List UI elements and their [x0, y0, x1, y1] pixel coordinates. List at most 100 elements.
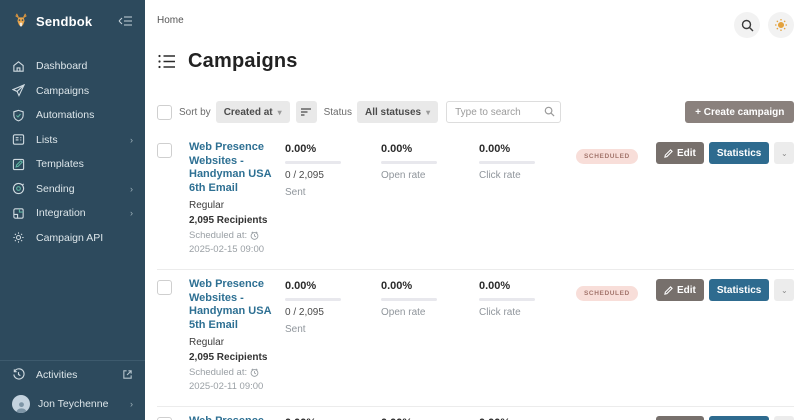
- edit-label: Edit: [677, 284, 696, 296]
- sidebar-divider: [0, 360, 145, 361]
- open-percent: 0.00%: [381, 280, 413, 292]
- search-icon: [544, 106, 555, 117]
- campaign-list: Web Presence Websites - Handyman USA 6th…: [157, 133, 795, 420]
- sidebar-item-label: Campaigns: [36, 84, 90, 97]
- logo-text: Sendbok: [36, 13, 93, 29]
- api-gear-icon: [13, 232, 24, 243]
- campaign-title-link[interactable]: Web Presence Websites - Handyman USA 6th…: [189, 141, 272, 194]
- scheduled-label: Scheduled at:: [189, 230, 248, 241]
- sidebar-item-label: Automations: [36, 109, 95, 122]
- sidebar-item-activities[interactable]: Activities: [0, 361, 145, 388]
- sidebar-item-label: Campaign API: [36, 231, 104, 244]
- search-button[interactable]: [734, 12, 761, 38]
- topbar: Home: [157, 0, 795, 38]
- more-actions-button[interactable]: ⌄: [774, 142, 795, 164]
- campaign-info: Web Presence Websites - Handyman USA 6th…: [172, 141, 285, 255]
- campaign-recipients: 2,095 Recipients: [189, 352, 268, 363]
- shield-check-icon: [13, 109, 24, 122]
- sent-percent: 0.00%: [285, 143, 317, 155]
- edit-button[interactable]: Edit: [656, 142, 704, 164]
- avatar: [12, 395, 30, 413]
- home-icon: [13, 60, 24, 72]
- history-clock-icon: [13, 368, 25, 380]
- statistics-button[interactable]: Statistics: [708, 142, 770, 164]
- sidebar-item-integration[interactable]: Integration ›: [0, 201, 145, 226]
- click-percent: 0.00%: [479, 417, 576, 420]
- campaign-info: Web Presence Websites - Handyman USA 5th…: [172, 278, 285, 392]
- status-label: Status: [323, 106, 352, 118]
- open-label: Open rate: [381, 170, 426, 181]
- edit-label: Edit: [677, 147, 696, 159]
- campaign-recipients: 2,095 Recipients: [189, 215, 268, 226]
- sidebar-item-campaign-api[interactable]: Campaign API: [0, 226, 145, 251]
- sidebar-item-dashboard[interactable]: Dashboard: [0, 54, 145, 79]
- sidebar-item-label: Integration: [36, 207, 86, 220]
- row-checkbox[interactable]: [157, 143, 172, 158]
- more-actions-button[interactable]: ⌄: [774, 279, 795, 301]
- sent-fraction: 0 / 2,095: [285, 170, 324, 181]
- click-label: Click rate: [479, 307, 521, 318]
- sidebar-item-label: Lists: [36, 133, 58, 146]
- click-percent: 0.00%: [479, 280, 511, 292]
- more-actions-button[interactable]: ⌄: [774, 416, 795, 420]
- click-progress-bar: [479, 298, 535, 301]
- main-content: Home Campaigns Sort by Created at ▾ Stat…: [145, 0, 800, 420]
- campaign-row: Web Presence 0.00% 0.00% 0.00% SCHEDULED: [157, 407, 795, 420]
- row-checkbox[interactable]: [157, 280, 172, 295]
- statistics-button[interactable]: Statistics: [708, 279, 770, 301]
- caret-down-icon: ▾: [277, 107, 282, 117]
- select-all-checkbox[interactable]: [157, 104, 172, 120]
- row-actions: Edit Statistics ⌄: [656, 415, 795, 420]
- sidebar-item-automations[interactable]: Automations: [0, 103, 145, 128]
- chevron-down-icon: ⌄: [781, 285, 788, 295]
- stat-open: 0.00% Open rate: [381, 278, 479, 318]
- status-dropdown[interactable]: All statuses ▾: [356, 101, 439, 123]
- sort-field-dropdown[interactable]: Created at ▾: [215, 101, 290, 123]
- open-percent: 0.00%: [381, 143, 413, 155]
- stat-open: 0.00% Open rate: [381, 141, 479, 181]
- breadcrumb[interactable]: Home: [157, 15, 184, 26]
- campaign-date: 2025-02-15 09:00: [189, 244, 265, 255]
- list-icon: [158, 54, 175, 69]
- sidebar-item-templates[interactable]: Templates: [0, 152, 145, 177]
- stat-click: 0.00% Click rate: [479, 278, 576, 318]
- status-column: SCHEDULED: [576, 278, 656, 301]
- search-input[interactable]: [446, 101, 562, 123]
- chevron-right-icon: ›: [130, 134, 133, 145]
- edit-button[interactable]: Edit: [656, 279, 704, 301]
- list-card-icon: [12, 134, 25, 145]
- campaign-type: Regular: [189, 200, 225, 211]
- click-percent: 0.00%: [479, 143, 511, 155]
- stat-sent: 0.00% 0 / 2,095 Sent: [285, 141, 381, 198]
- sidebar-item-user[interactable]: Jon Teychenne ›: [0, 388, 145, 420]
- page-title: Campaigns: [188, 50, 298, 72]
- chevron-down-icon: ⌄: [781, 148, 788, 158]
- external-link-icon: [123, 370, 132, 379]
- sidebar-item-sending[interactable]: Sending ›: [0, 177, 145, 202]
- sort-amount-icon: [301, 108, 312, 116]
- sun-icon: [775, 19, 788, 31]
- sidebar-item-lists[interactable]: Lists ›: [0, 128, 145, 153]
- stat-click: 0.00%: [479, 415, 576, 420]
- clock-icon: [250, 368, 259, 377]
- create-campaign-button[interactable]: + Create campaign: [685, 101, 795, 123]
- sidebar-item-campaigns[interactable]: Campaigns: [0, 79, 145, 104]
- caret-down-icon: ▾: [426, 107, 431, 117]
- sort-direction-button[interactable]: [295, 101, 317, 123]
- sort-by-label: Sort by: [179, 106, 211, 118]
- stat-sent: 0.00%: [285, 415, 381, 420]
- sidebar-item-label: Templates: [36, 158, 84, 171]
- campaign-title-link[interactable]: Web Presence: [189, 415, 277, 420]
- search-field-wrap: [446, 101, 562, 123]
- campaign-title-link[interactable]: Web Presence Websites - Handyman USA 5th…: [189, 278, 272, 331]
- open-label: Open rate: [381, 307, 426, 318]
- open-percent: 0.00%: [381, 417, 479, 420]
- theme-toggle-button[interactable]: [768, 12, 795, 38]
- edit-button[interactable]: Edit: [656, 416, 704, 420]
- campaign-info: Web Presence: [172, 415, 285, 420]
- row-actions: Edit Statistics ⌄: [656, 141, 795, 164]
- statistics-button[interactable]: Statistics: [708, 416, 770, 420]
- sidebar-collapse-button[interactable]: [117, 15, 133, 27]
- row-checkbox[interactable]: [157, 417, 172, 420]
- sort-field-value: Created at: [223, 106, 273, 118]
